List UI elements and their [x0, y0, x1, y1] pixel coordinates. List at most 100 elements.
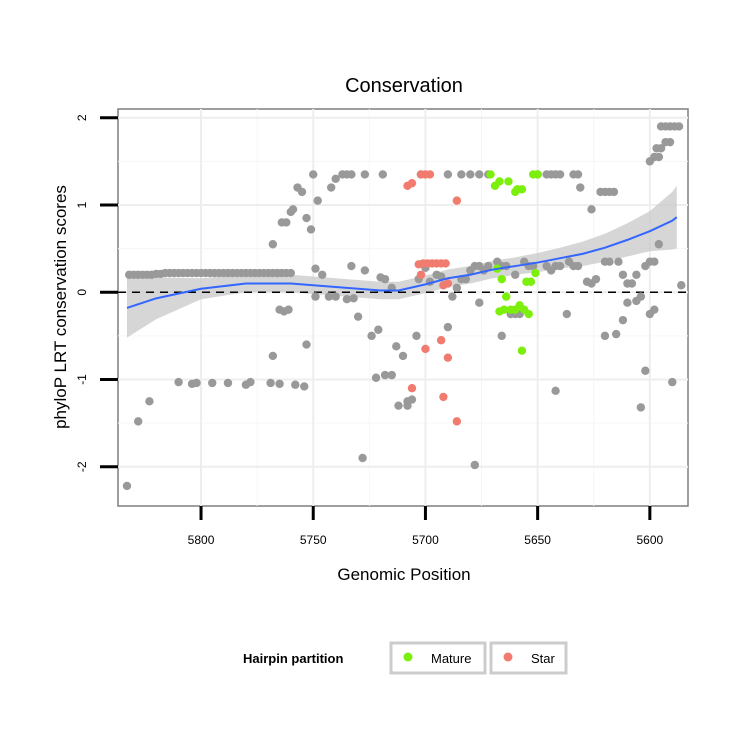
point-other [573, 170, 583, 179]
point-other [654, 152, 664, 162]
point-other [614, 257, 623, 266]
point-star [421, 344, 430, 354]
point-other [611, 329, 621, 339]
point-other [403, 397, 412, 406]
point-other [306, 225, 316, 234]
point-other [342, 295, 352, 304]
point-other [654, 240, 664, 249]
point-star [441, 259, 450, 268]
point-star [425, 170, 435, 179]
point-other [223, 378, 233, 388]
plot-panel [117, 108, 689, 507]
chart-title: Conservation [345, 75, 463, 97]
point-other [246, 377, 255, 387]
point-other [587, 205, 596, 214]
point-other [360, 266, 370, 275]
point-other [484, 261, 493, 271]
point-other [387, 370, 396, 380]
point-other [656, 144, 666, 153]
point-other [632, 296, 641, 306]
point-star [407, 178, 417, 188]
point-other [618, 315, 628, 325]
point-other [461, 274, 471, 284]
point-mature [524, 309, 533, 319]
point-other [291, 380, 300, 389]
point-other [286, 268, 295, 278]
point-other [591, 274, 601, 284]
point-other [309, 170, 318, 179]
point-other [609, 187, 619, 197]
point-other [394, 401, 403, 410]
legend: Hairpin partition Mature Star [243, 641, 568, 675]
point-mature [497, 274, 506, 284]
point-star [443, 279, 453, 288]
smooth-line-layer [126, 216, 678, 309]
point-other [466, 170, 475, 179]
point-other [326, 183, 336, 192]
point-other [551, 386, 560, 396]
point-other [470, 460, 480, 470]
point-other [174, 377, 183, 387]
y-tick-label: 0 [75, 289, 89, 296]
x-axis: 5800 5750 5700 5650 5600 [188, 506, 664, 547]
point-other [475, 170, 484, 179]
y-tick-label: -1 [75, 374, 89, 385]
point-star [443, 353, 453, 362]
smooth-trend-line [126, 216, 678, 309]
x-tick-label: 5700 [412, 533, 439, 547]
y-axis-label: phyloP LRT conservation scores [51, 185, 70, 429]
point-other [282, 218, 291, 227]
point-mature [495, 177, 504, 186]
point-other [133, 417, 143, 426]
x-tick-label: 5650 [524, 533, 551, 547]
point-mature [533, 170, 542, 179]
point-star [416, 270, 426, 279]
legend-title: Hairpin partition [243, 651, 343, 666]
point-other [600, 331, 610, 341]
point-other [573, 261, 583, 271]
point-other [511, 270, 520, 279]
legend-item-star[interactable] [489, 641, 568, 675]
point-other [378, 170, 388, 179]
point-other [632, 270, 641, 279]
point-other [288, 205, 298, 214]
point-other [145, 397, 154, 406]
point-other [398, 351, 408, 361]
point-other [497, 331, 506, 341]
legend-label-star: Star [531, 651, 556, 666]
point-other [636, 403, 646, 412]
point-other [347, 261, 356, 271]
point-other [268, 240, 278, 249]
point-other [371, 373, 381, 382]
point-other [331, 292, 340, 301]
point-mature [526, 277, 536, 286]
point-other [392, 342, 401, 351]
point-other [300, 382, 309, 391]
point-other [555, 261, 565, 271]
point-other [331, 174, 340, 184]
point-other [623, 298, 632, 307]
point-star [452, 417, 462, 426]
point-other [380, 370, 390, 380]
point-other [360, 170, 370, 179]
point-mature [486, 170, 495, 179]
y-tick-label: 1 [75, 201, 89, 208]
point-other [297, 187, 307, 197]
point-other [275, 379, 284, 389]
point-star [439, 392, 448, 402]
point-star [407, 384, 417, 393]
point-other [284, 305, 293, 314]
point-other [302, 340, 311, 349]
x-axis-label: Genomic Position [337, 565, 470, 584]
point-other [313, 196, 322, 205]
point-mature [531, 268, 540, 278]
y-axis: 2 1 0 -1 -2 [75, 114, 118, 472]
point-other [668, 377, 677, 387]
point-other [208, 378, 217, 388]
point-other [627, 279, 637, 288]
point-star [436, 336, 446, 345]
point-other [374, 325, 383, 334]
point-other [650, 305, 659, 314]
point-other [448, 292, 457, 301]
point-other [192, 378, 201, 388]
